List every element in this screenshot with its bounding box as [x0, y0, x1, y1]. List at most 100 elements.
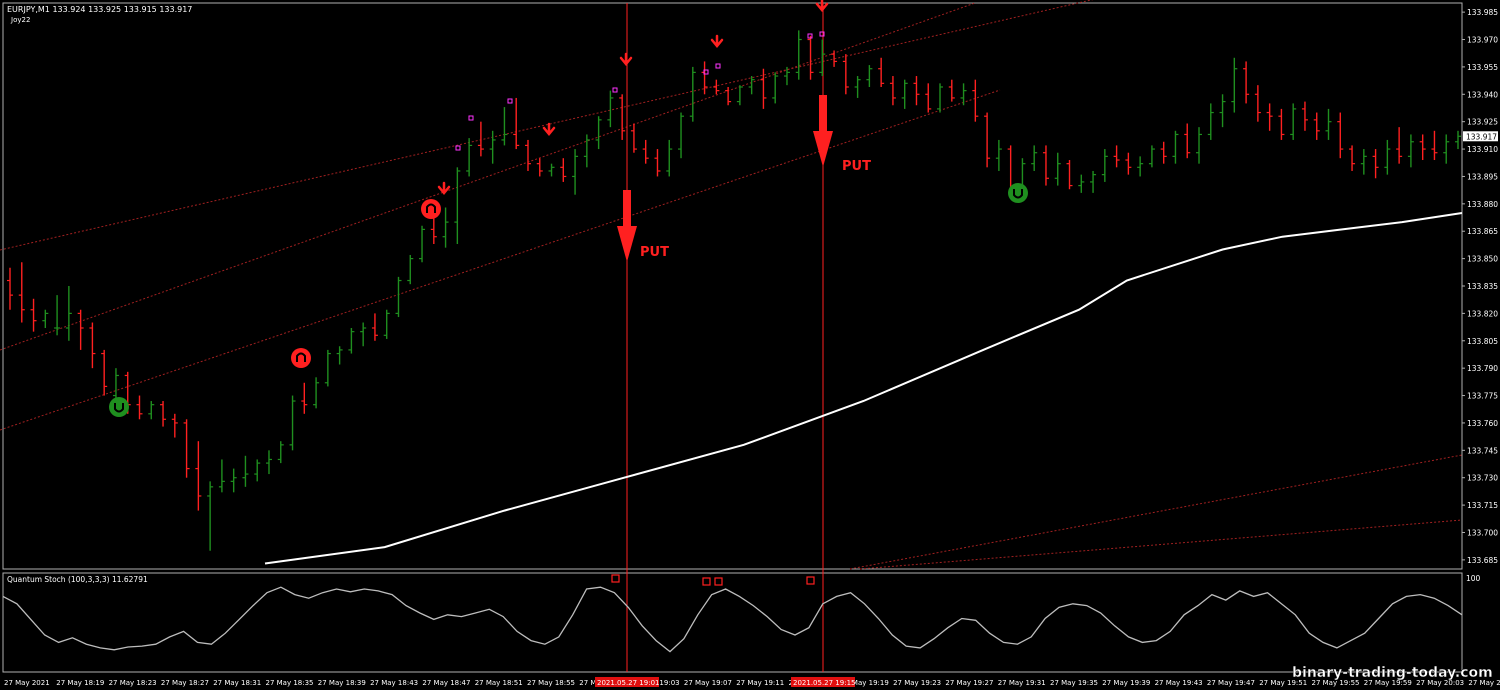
time-tick-label: 27 May 18:51: [475, 679, 523, 687]
oscillator-signal-box: [611, 574, 620, 583]
signal-box-icon: [468, 115, 474, 121]
price-tick-label: 133.925: [1467, 118, 1498, 127]
candle: [842, 54, 849, 95]
price-tick-label: 133.940: [1467, 90, 1498, 99]
candle: [1219, 94, 1226, 128]
candle: [207, 481, 214, 551]
oscillator-scale-top: 100: [1466, 574, 1481, 583]
time-tick-label: 27 May 18:47: [422, 679, 470, 687]
price-tick-label: 133.850: [1467, 255, 1498, 264]
candle: [1113, 145, 1120, 168]
candle: [995, 139, 1002, 171]
candle: [313, 377, 320, 409]
candle: [7, 267, 13, 310]
candle: [1184, 123, 1191, 159]
candle: [972, 79, 979, 122]
candle: [748, 76, 755, 95]
price-tick-label: 133.985: [1467, 8, 1498, 17]
candle: [1243, 61, 1250, 104]
candle: [230, 468, 237, 493]
price-tick-label: 133.730: [1467, 474, 1498, 483]
put-label-2: PUT: [842, 159, 871, 174]
time-tick-label: 27 May 20:07: [1468, 679, 1500, 687]
candle: [1431, 130, 1438, 161]
candle: [1031, 145, 1038, 171]
channel-line: [849, 454, 1463, 570]
price-tick-label: 133.955: [1467, 63, 1498, 72]
sell-circle-icon-glyph: [296, 352, 306, 362]
time-tick-label: 27 May 20:03: [1416, 679, 1464, 687]
candle: [607, 90, 614, 128]
candle: [289, 395, 296, 451]
price-tick-label: 133.715: [1467, 501, 1498, 510]
time-tick-label: 27 May 19:51: [1259, 679, 1307, 687]
price-tick-label: 133.790: [1467, 364, 1498, 373]
buy-circle-icon: [109, 397, 129, 417]
candle: [1455, 130, 1461, 150]
time-tick-label: 27 May 2021: [4, 679, 50, 687]
signal-box-icon: [612, 87, 618, 93]
candle: [1360, 149, 1367, 175]
candle: [136, 395, 143, 420]
candle: [277, 441, 284, 464]
candle: [1266, 103, 1273, 131]
time-tick-label: 27 May 18:39: [318, 679, 366, 687]
candle: [831, 50, 838, 67]
signal-box-icon: [807, 33, 813, 39]
price-tick-label: 133.910: [1467, 145, 1498, 154]
sell-arrow-icon: [815, 0, 829, 12]
candle: [560, 158, 567, 182]
candle: [960, 83, 967, 106]
candle: [371, 313, 378, 341]
candle: [77, 309, 84, 350]
candle: [477, 121, 484, 157]
channel-line: [0, 0, 1094, 251]
moving-average-line: [264, 212, 1463, 565]
price-channels: [0, 0, 1463, 672]
candle: [242, 455, 249, 487]
put-arrow-shaft: [623, 190, 631, 230]
candle: [760, 68, 767, 109]
candle: [1419, 134, 1426, 161]
put-arrow-head: [617, 226, 637, 262]
oscillator-label: Quantum Stoch (100,3,3,3) 11.62791: [7, 575, 148, 584]
candle: [772, 72, 779, 104]
candlestick-series: [7, 30, 1461, 551]
candle: [501, 107, 508, 146]
candle: [1290, 103, 1297, 140]
candle: [666, 139, 673, 177]
price-tick-label: 133.970: [1467, 36, 1498, 45]
time-tick-label: 27 May 19:23: [893, 679, 941, 687]
buy-circle-icon-glyph: [114, 403, 124, 413]
time-tick-label: 27 May 18:55: [527, 679, 575, 687]
candle: [1325, 108, 1332, 140]
candle: [1196, 127, 1203, 164]
candle: [1231, 57, 1238, 113]
price-tick-label: 133.775: [1467, 392, 1498, 401]
channel-line: [859, 519, 1463, 570]
time-tick-label: 27 May 18:35: [266, 679, 314, 687]
candle: [795, 30, 802, 80]
candle: [925, 83, 932, 113]
candle: [1207, 103, 1214, 140]
time-tick-label: 27 May 18:23: [109, 679, 157, 687]
candle: [783, 66, 790, 86]
candle: [1078, 174, 1085, 193]
candle: [1372, 149, 1379, 179]
candle: [1313, 112, 1320, 140]
time-highlight-2-badge: [791, 677, 855, 687]
candle: [430, 218, 437, 245]
candle: [1137, 156, 1144, 177]
time-tick-label: 27 May 18:27: [161, 679, 209, 687]
channel-line: [0, 89, 1001, 431]
sell-circle-icon: [421, 199, 441, 219]
signal-box-icon: [507, 98, 513, 104]
candle: [171, 413, 178, 438]
candle: [1384, 139, 1391, 175]
time-tick-label: 27 May 19:11: [736, 679, 784, 687]
candle: [454, 167, 461, 245]
price-tick-label: 133.820: [1467, 309, 1498, 318]
price-tick-label: 133.805: [1467, 337, 1498, 346]
watermark: binary-trading-today.com: [1292, 665, 1493, 681]
